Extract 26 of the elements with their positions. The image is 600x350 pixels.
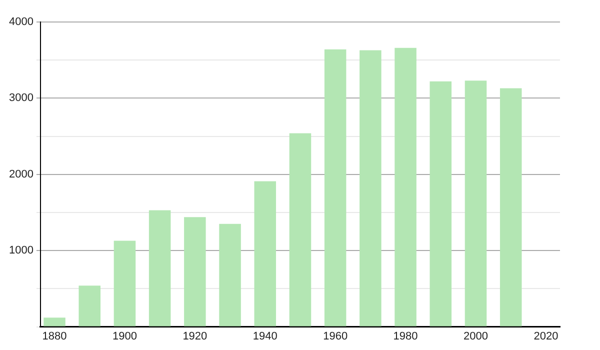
bar: [500, 88, 522, 326]
bar: [44, 318, 66, 326]
x-tick-label: 1940: [252, 330, 278, 342]
bar: [464, 80, 487, 326]
bar: [184, 217, 206, 326]
x-tick-label: 1980: [393, 330, 418, 342]
y-tick-label: 1000: [8, 244, 34, 257]
bar: [78, 286, 100, 326]
bar: [430, 81, 452, 326]
x-tick-label: 2020: [534, 330, 558, 342]
y-tick-label: 3000: [8, 92, 34, 104]
x-tick-label: 1960: [323, 330, 348, 342]
y-tick-label: 4000: [8, 16, 34, 28]
x-tick-label: 2000: [464, 330, 488, 342]
bar: [254, 181, 276, 326]
bar: [394, 48, 416, 326]
bar: [148, 210, 171, 326]
x-tick-label: 1900: [112, 330, 137, 342]
bar: [289, 133, 312, 326]
bar: [360, 50, 382, 326]
x-tick-label: 1880: [42, 330, 67, 342]
bar: [114, 240, 136, 326]
bar: [219, 224, 241, 326]
x-tick-label: 1920: [182, 330, 208, 342]
bar: [324, 49, 346, 326]
y-tick-label: 2000: [8, 168, 34, 180]
